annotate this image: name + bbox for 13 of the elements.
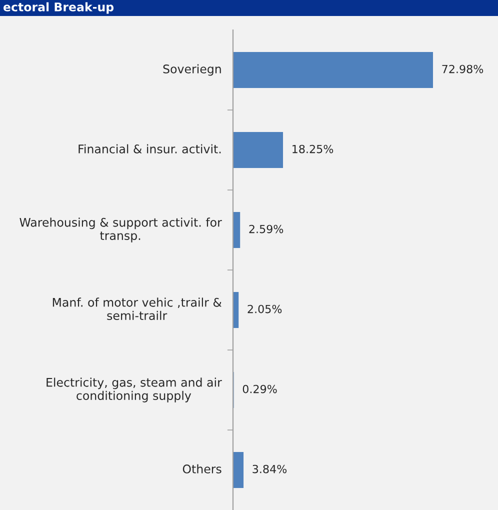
data-label: 18.25% — [292, 144, 334, 154]
data-label: 2.59% — [249, 224, 284, 234]
data-label: 72.98% — [442, 64, 484, 74]
data-label: 3.84% — [252, 464, 287, 474]
text: ectoral Break-up — [3, 2, 114, 14]
data-label: 2.05% — [248, 304, 282, 314]
y-tick-label: Financial & insur. activit. — [78, 144, 221, 154]
y-tick-label: Soveriegn — [163, 64, 221, 76]
y-tick-label: Others — [182, 464, 222, 474]
data-label: 0.29% — [242, 384, 277, 394]
y-tick-label: Manf. of motor vehic ,trailr & semi-trailr — [52, 298, 222, 320]
y-tick-label: Warehousing & support activit. for transp. — [20, 218, 222, 242]
y-tick-label: Electricity, gas, steam and air conditioning supply — [46, 378, 222, 402]
